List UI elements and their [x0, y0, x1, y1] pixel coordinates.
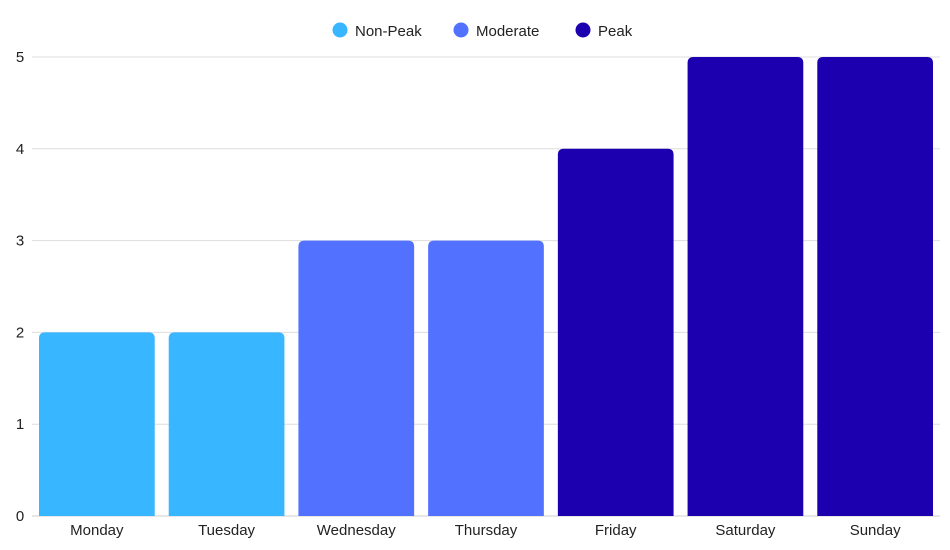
bar-monday: [39, 332, 155, 516]
x-tick-label-wednesday: Wednesday: [317, 522, 396, 539]
y-tick-label: 0: [16, 508, 24, 525]
x-axis-ticks: Monday Tuesday Wednesday Thursday Friday Satu…: [70, 522, 901, 539]
bar-wednesday: [298, 240, 415, 516]
x-tick-label-saturday: Saturday: [715, 522, 776, 539]
legend-label-peak: Peak: [598, 23, 633, 40]
legend-swatch-peak: [575, 22, 591, 38]
x-tick-label-monday: Monday: [70, 522, 124, 539]
legend-label-non-peak: Non-Peak: [355, 23, 422, 40]
bars-layer: [39, 57, 933, 517]
legend-swatch-moderate: [453, 22, 469, 38]
y-axis-ticks: 0 1 2 3 4 5: [16, 49, 24, 525]
y-tick-label: 2: [16, 324, 24, 341]
x-tick-label-friday: Friday: [595, 522, 637, 539]
y-tick-label: 3: [16, 233, 24, 250]
bar-saturday: [687, 57, 804, 516]
x-tick-label-thursday: Thursday: [455, 522, 518, 539]
bar-sunday: [817, 57, 933, 516]
legend-swatch-non-peak: [332, 22, 348, 38]
y-tick-label: 5: [16, 49, 24, 66]
bar-thursday: [428, 240, 544, 516]
legend-label-moderate: Moderate: [476, 23, 539, 40]
bar-tuesday: [168, 332, 285, 516]
legend: Non-Peak Moderate Peak: [332, 22, 633, 40]
y-tick-label: 1: [16, 416, 24, 433]
bar-friday: [557, 148, 674, 517]
x-tick-label-sunday: Sunday: [850, 522, 901, 539]
x-tick-label-tuesday: Tuesday: [198, 522, 255, 539]
y-tick-label: 4: [16, 141, 24, 158]
